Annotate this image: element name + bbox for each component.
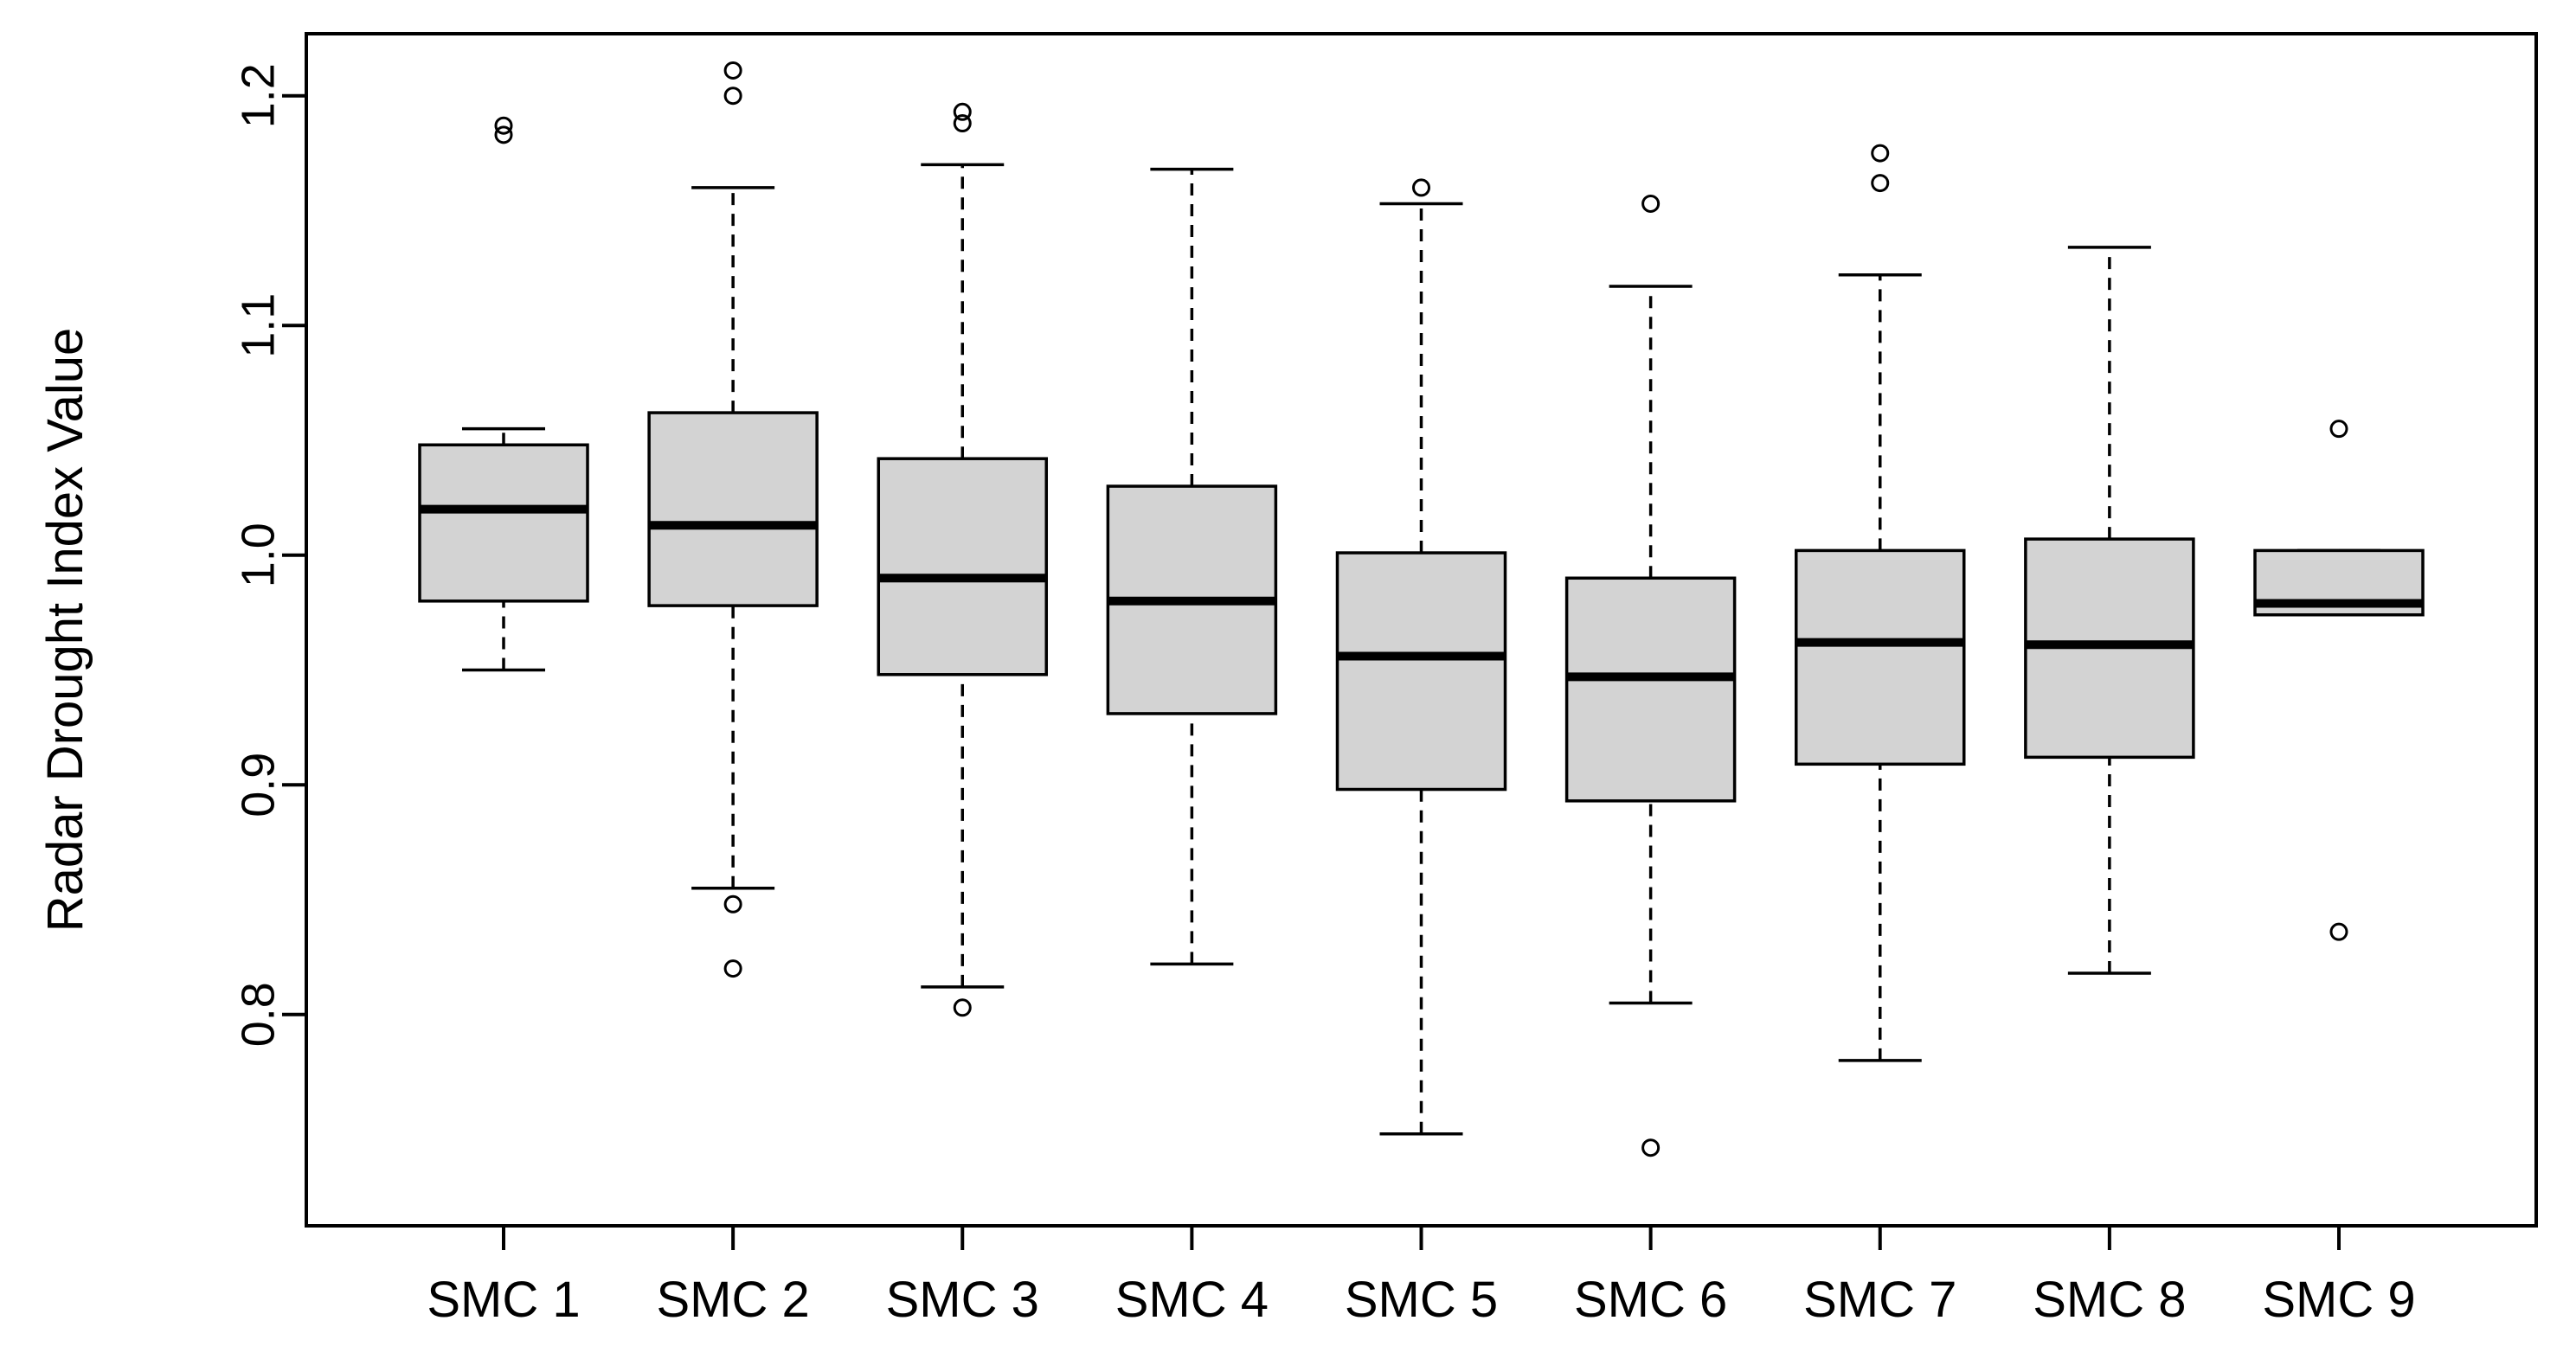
x-tick-label: SMC 9 — [2262, 1272, 2415, 1328]
box-smc-1 — [418, 443, 589, 603]
x-tick-label: SMC 7 — [1803, 1272, 1956, 1328]
outlier-smc-7 — [1871, 144, 1890, 163]
x-tick-label: SMC 1 — [427, 1272, 580, 1328]
box-smc-6 — [1564, 576, 1737, 803]
box-smc-7 — [1794, 548, 1966, 766]
outlier-smc-1 — [494, 116, 513, 135]
outlier-smc-2 — [723, 959, 742, 978]
outlier-smc-9 — [2329, 922, 2348, 941]
y-tick-label: 1.2 — [232, 63, 284, 128]
outlier-smc-7 — [1871, 174, 1890, 193]
outlier-smc-3 — [953, 998, 972, 1017]
outlier-smc-6 — [1641, 1138, 1661, 1157]
y-tick-label: 0.8 — [232, 982, 284, 1047]
outlier-smc-3 — [953, 102, 972, 121]
outlier-smc-1 — [494, 125, 513, 144]
outlier-smc-3 — [953, 114, 972, 133]
outlier-smc-9 — [2329, 420, 2348, 439]
y-tick-label: 0.9 — [232, 753, 284, 817]
outlier-smc-6 — [1641, 194, 1661, 213]
box-smc-5 — [1335, 551, 1507, 792]
x-tick-label: SMC 4 — [1115, 1272, 1269, 1328]
y-tick-label: 1.0 — [232, 523, 284, 587]
x-tick-label: SMC 3 — [886, 1272, 1039, 1328]
box-smc-2 — [647, 411, 819, 607]
outlier-smc-2 — [723, 61, 742, 80]
x-tick-label: SMC 6 — [1574, 1272, 1727, 1328]
box-smc-3 — [877, 457, 1049, 676]
x-tick-label: SMC 5 — [1345, 1272, 1498, 1328]
x-tick-label: SMC 8 — [2033, 1272, 2186, 1328]
y-tick-label: 1.1 — [232, 293, 284, 358]
outlier-smc-2 — [723, 87, 742, 106]
outlier-smc-2 — [723, 894, 742, 914]
x-tick-label: SMC 2 — [656, 1272, 809, 1328]
outlier-smc-5 — [1412, 178, 1430, 197]
y-axis-title: Radar Drought Index Value — [37, 328, 93, 933]
